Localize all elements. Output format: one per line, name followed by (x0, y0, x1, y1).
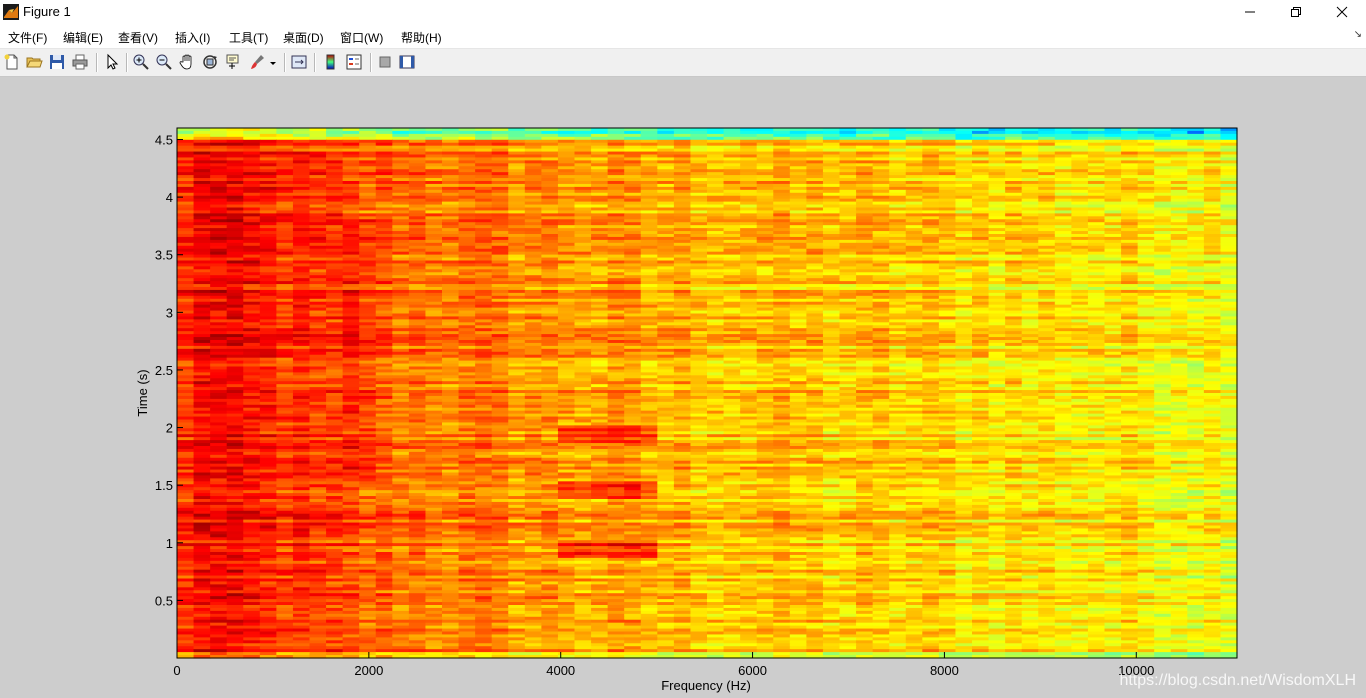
menu-window[interactable]: 窗口(W) (340, 31, 384, 45)
y-tick-label: 2.5 (155, 363, 173, 378)
menu-view[interactable]: 查看(V) (118, 31, 158, 45)
menu-file[interactable]: 文件(F) (8, 31, 48, 45)
zoom-in-icon (133, 54, 149, 70)
colorbar-icon (326, 54, 335, 70)
close-button[interactable] (1319, 0, 1365, 24)
x-axis-label: Frequency (Hz) (661, 678, 751, 693)
restore-button[interactable] (1273, 0, 1319, 24)
menu-edit[interactable]: 编辑(E) (63, 31, 103, 45)
figure-toolbar (0, 49, 1366, 77)
y-tick-label: 3 (166, 305, 173, 320)
x-axis-ticks: 0 2000 4000 6000 8000 10000 (173, 652, 1154, 678)
y-tick-label: 2 (166, 421, 173, 436)
new-figure-button[interactable] (3, 53, 21, 71)
hide-plot-tools-icon (379, 56, 391, 68)
x-tick-label: 10000 (1118, 663, 1154, 678)
menu-tools[interactable]: 工具(T) (229, 31, 269, 45)
toolbar-separator (284, 53, 286, 72)
link-plot-icon (291, 55, 307, 69)
toolbar-separator (370, 53, 372, 72)
insert-colorbar-button[interactable] (322, 53, 340, 71)
y-tick-label: 0.5 (155, 593, 173, 608)
menu-help[interactable]: 帮助(H) (401, 31, 442, 45)
y-tick-label: 4.5 (155, 133, 173, 148)
spectrogram-heatmap[interactable] (177, 128, 1238, 659)
open-file-button[interactable] (25, 53, 43, 71)
x-tick-label: 4000 (546, 663, 575, 678)
show-plot-tools-button[interactable] (398, 53, 416, 71)
pointer-arrow-icon (107, 53, 119, 70)
rotate-3d-button[interactable] (201, 53, 219, 71)
window-title: Figure 1 (23, 4, 71, 19)
x-tick-label: 6000 (738, 663, 767, 678)
x-tick-label: 8000 (930, 663, 959, 678)
y-tick-label: 1.5 (155, 478, 173, 493)
minimize-icon (1245, 11, 1255, 13)
menu-bar: 文件(F) 编辑(E) 查看(V) 插入(I) 工具(T) 桌面(D) 窗口(W… (0, 24, 1366, 49)
print-figure-button[interactable] (71, 53, 89, 71)
x-tick-label: 2000 (354, 663, 383, 678)
save-figure-button[interactable] (48, 53, 66, 71)
toolbar-separator (314, 53, 316, 72)
data-cursor-button[interactable] (224, 53, 242, 71)
x-tick-label: 0 (173, 663, 180, 678)
link-plot-button[interactable] (290, 53, 308, 71)
brush-button[interactable] (248, 53, 266, 71)
hand-pan-icon (179, 54, 192, 70)
axes-frame (176, 127, 1238, 659)
y-tick-label: 1 (166, 536, 173, 551)
close-icon (1336, 6, 1348, 18)
matlab-icon (3, 4, 19, 20)
spectrogram-plot[interactable]: 0 2000 4000 6000 8000 10000 0.5 1 1.5 2 2.5 3 3.5 4 4… (0, 77, 1366, 698)
zoom-in-button[interactable] (132, 53, 150, 71)
menu-insert[interactable]: 插入(I) (175, 31, 211, 45)
chevron-down-icon (270, 62, 276, 65)
brush-icon (251, 55, 264, 69)
new-file-icon (4, 54, 18, 70)
zoom-out-button[interactable] (155, 53, 173, 71)
legend-icon (346, 54, 362, 70)
restore-icon (1291, 7, 1301, 17)
figure-canvas[interactable]: 0 2000 4000 6000 8000 10000 0.5 1 1.5 2 2.5 3 3.5 4 4… (0, 77, 1366, 698)
hide-plot-tools-button[interactable] (376, 53, 394, 71)
zoom-out-icon (156, 54, 172, 70)
rotate-3d-icon (203, 55, 217, 69)
toolbar-separator (126, 53, 128, 72)
watermark: https://blog.csdn.net/WisdomXLH (1119, 672, 1356, 689)
y-tick-label: 4 (166, 190, 173, 205)
save-disk-icon (50, 55, 64, 69)
printer-icon (72, 54, 88, 70)
edit-plot-button[interactable] (103, 53, 121, 71)
toolbar-separator (96, 53, 98, 72)
title-bar: Figure 1 (0, 0, 1366, 24)
pan-button[interactable] (178, 53, 196, 71)
data-cursor-icon (226, 54, 239, 69)
show-plot-tools-icon (399, 55, 415, 69)
folder-open-icon (26, 57, 43, 68)
y-tick-label: 3.5 (155, 248, 173, 263)
brush-dropdown[interactable] (268, 53, 278, 71)
insert-legend-button[interactable] (345, 53, 363, 71)
y-axis-label: Time (s) (135, 369, 150, 416)
menu-desktop[interactable]: 桌面(D) (283, 31, 324, 45)
dock-arrow-icon[interactable]: ↘ (1353, 29, 1362, 40)
minimize-button[interactable] (1227, 0, 1273, 24)
y-axis-ticks: 0.5 1 1.5 2 2.5 3 3.5 4 4.5 (155, 133, 183, 608)
